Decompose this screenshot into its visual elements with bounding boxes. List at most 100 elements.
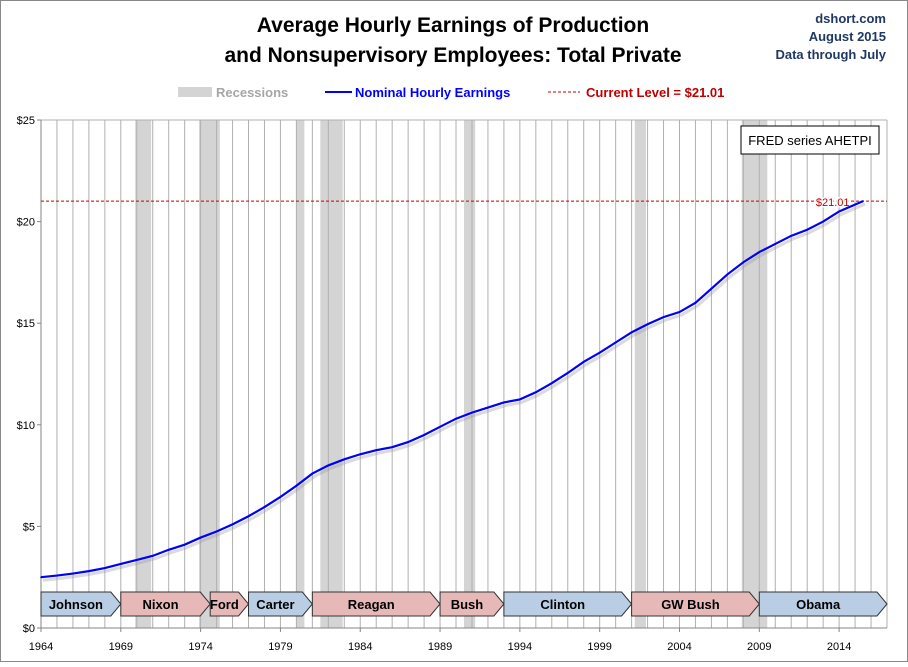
recession-band: [320, 120, 343, 628]
data-point: [550, 382, 553, 384]
data-point: [646, 323, 649, 326]
data-point: [327, 464, 330, 467]
data-point: [375, 449, 378, 452]
fred-series-box: [740, 125, 880, 155]
legend-recessions: Recessions: [216, 85, 288, 100]
data-point: [678, 311, 681, 313]
data-point: [88, 570, 90, 572]
data-point: [439, 426, 441, 428]
fred-series-label: FRED series AHETPI: [748, 133, 872, 148]
x-tick-label: 1969: [109, 641, 133, 653]
y-tick-label: $5: [23, 521, 35, 533]
president-arrow: [209, 591, 250, 617]
data-point: [598, 351, 601, 354]
data-point: [774, 243, 777, 245]
president-label: Ford: [210, 597, 239, 612]
x-tick-label: 1964: [29, 641, 53, 653]
president-label: Nixon: [142, 597, 178, 612]
data-point: [694, 302, 697, 304]
president-label: GW Bush: [661, 597, 720, 612]
data-point: [614, 341, 617, 344]
data-point: [359, 453, 362, 456]
president-arrow: [439, 591, 505, 617]
title-line-1: Average Hourly Earnings of Production: [257, 14, 649, 37]
data-point: [295, 484, 298, 487]
data-point: [535, 391, 537, 394]
x-tick-label: 1979: [268, 641, 292, 653]
data-point: [215, 530, 218, 533]
data-point: [279, 496, 282, 498]
data-point: [758, 251, 761, 253]
president-label: Johnson: [49, 597, 103, 612]
data-point: [56, 574, 58, 577]
current-level-label: $21.01: [816, 197, 850, 209]
recession-band: [135, 120, 152, 628]
data-point: [742, 261, 745, 264]
x-tick-label: 2014: [827, 641, 851, 653]
data-point: [311, 472, 314, 475]
president-arrow: [311, 591, 441, 617]
x-tick-label: 1999: [587, 641, 611, 653]
series-line-nominal-hourly-earnings: [40, 200, 864, 579]
president-label: Clinton: [540, 597, 585, 612]
data-point: [247, 515, 250, 518]
data-point: [662, 316, 665, 318]
y-tick-label: $25: [17, 115, 35, 127]
data-point: [790, 235, 793, 237]
legend-series: Nominal Hourly Earnings: [355, 85, 510, 100]
data-point: [183, 543, 186, 546]
data-point: [104, 567, 106, 569]
data-point: [487, 406, 489, 409]
data-point: [822, 220, 824, 223]
data-point: [838, 210, 840, 213]
recession-band: [296, 120, 305, 628]
x-tick-label: 2009: [747, 641, 771, 653]
data-point: [503, 401, 505, 404]
y-tick-label: $15: [17, 318, 35, 330]
data-point: [199, 536, 202, 539]
data-point: [423, 434, 425, 436]
x-tick-label: 1994: [508, 641, 532, 653]
series-shadow: [42, 202, 866, 582]
y-tick-label: $0: [23, 623, 35, 635]
data-point: [343, 458, 346, 461]
x-tick-label: 1974: [188, 641, 212, 653]
data-point: [582, 361, 585, 363]
president-label: Bush: [451, 597, 484, 612]
president-arrow: [631, 591, 760, 617]
legend-recession-swatch: [178, 87, 212, 97]
recession-band: [199, 120, 220, 628]
president-arrow: [120, 591, 211, 617]
x-tick-label: 1984: [348, 641, 372, 653]
data-point: [120, 563, 122, 565]
data-point: [391, 446, 393, 448]
data-point: [263, 506, 266, 508]
data-point: [231, 523, 234, 526]
x-tick-label: 1989: [428, 641, 452, 653]
data-point: [135, 559, 138, 561]
president-arrow: [40, 591, 122, 617]
data-point: [630, 331, 633, 334]
data-point: [566, 372, 569, 374]
legend-current: Current Level = $21.01: [586, 85, 724, 100]
president-arrow: [248, 591, 314, 617]
source-line-3: Data through July: [775, 47, 886, 62]
recession-band: [634, 120, 646, 628]
president-label: Carter: [256, 597, 294, 612]
data-point: [806, 228, 808, 231]
y-tick-label: $10: [17, 420, 35, 432]
data-point: [471, 411, 473, 414]
data-point: [726, 273, 729, 276]
y-tick-label: $20: [17, 217, 35, 229]
recession-band: [464, 120, 476, 628]
x-tick-label: 2004: [667, 641, 691, 653]
source-line-1: dshort.com: [815, 11, 886, 26]
recession-band: [741, 120, 768, 628]
data-point: [710, 287, 713, 290]
president-label: Reagan: [348, 597, 395, 612]
president-arrow: [758, 591, 888, 617]
source-line-2: August 2015: [809, 29, 886, 44]
data-point: [40, 576, 42, 578]
data-point: [151, 555, 154, 557]
